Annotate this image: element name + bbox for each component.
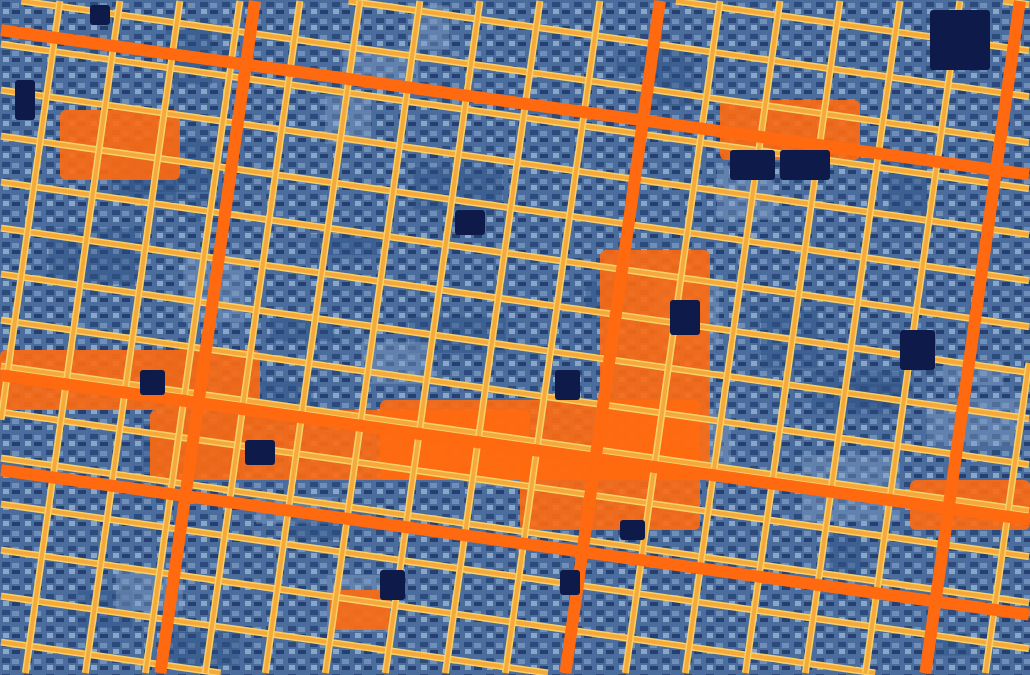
road — [0, 502, 1030, 651]
vegetation-patch — [829, 529, 861, 577]
cool-rooftop — [90, 5, 110, 25]
road — [803, 0, 902, 674]
cool-rooftop — [555, 370, 580, 400]
arterial-road — [0, 24, 1030, 181]
arterial-road — [919, 0, 1026, 674]
hot-zone — [60, 110, 180, 180]
arterial-road — [559, 0, 666, 674]
road — [0, 226, 1030, 375]
cool-rooftop — [670, 300, 700, 335]
road — [23, 0, 122, 674]
road — [443, 0, 542, 674]
road — [21, 0, 1030, 145]
cool-rooftop — [730, 150, 775, 180]
cool-rooftop — [900, 330, 935, 370]
cool-rooftop — [620, 520, 645, 540]
road — [0, 364, 1030, 513]
road — [143, 0, 242, 674]
cool-rooftop — [15, 80, 35, 120]
road — [0, 640, 221, 675]
road — [83, 0, 182, 674]
road — [263, 0, 362, 674]
road — [203, 0, 302, 674]
vegetation-patch — [162, 631, 240, 666]
arterial-road — [154, 0, 261, 674]
vegetation-patch — [269, 318, 335, 342]
road — [0, 548, 876, 675]
road — [0, 410, 1030, 559]
road — [683, 0, 782, 674]
arterial-road — [0, 464, 1030, 621]
road — [348, 0, 1030, 99]
arterial-road — [0, 369, 1030, 526]
cool-rooftop — [780, 150, 830, 180]
cool-rooftop — [245, 440, 275, 465]
road — [0, 134, 1030, 283]
road — [383, 0, 482, 674]
road — [323, 0, 422, 674]
cool-rooftop — [140, 370, 165, 395]
road — [0, 318, 1030, 467]
road — [0, 0, 62, 421]
cool-rooftop — [455, 210, 485, 235]
road — [743, 0, 842, 674]
cool-rooftop — [560, 570, 580, 595]
road — [0, 272, 1030, 421]
cool-rooftop — [930, 10, 990, 70]
cool-rooftop — [380, 570, 405, 600]
